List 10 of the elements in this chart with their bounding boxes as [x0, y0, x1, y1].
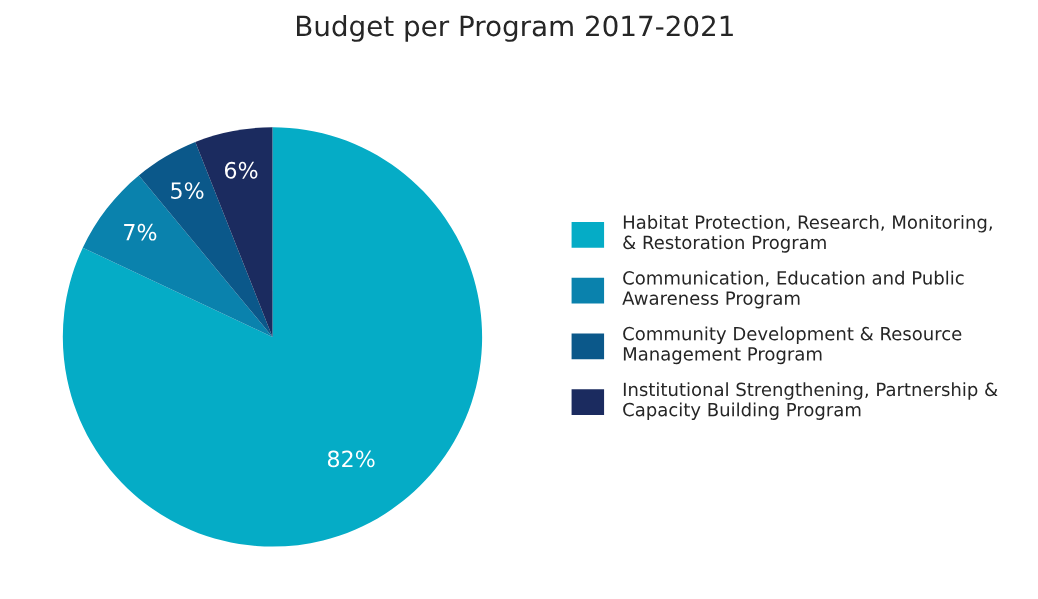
data-label: 5%: [171, 182, 204, 200]
legend-label: Communication, Education and Public Awareness Program: [622, 270, 964, 309]
chart-title: Budget per Program 2017-2021: [297, 14, 733, 42]
data-label: 82%: [327, 450, 375, 468]
legend-label: Community Development & Resource Management Program: [623, 326, 962, 365]
pie-slice: [62, 127, 483, 547]
data-label: 6%: [224, 161, 258, 179]
legend-label: Habitat Protection, Research, Monitoring, & Restoration Program: [623, 215, 992, 253]
legend-label: Institutional Strengthening, Partnership & Capacity Building Program: [623, 382, 998, 420]
data-label: 7%: [124, 223, 157, 241]
